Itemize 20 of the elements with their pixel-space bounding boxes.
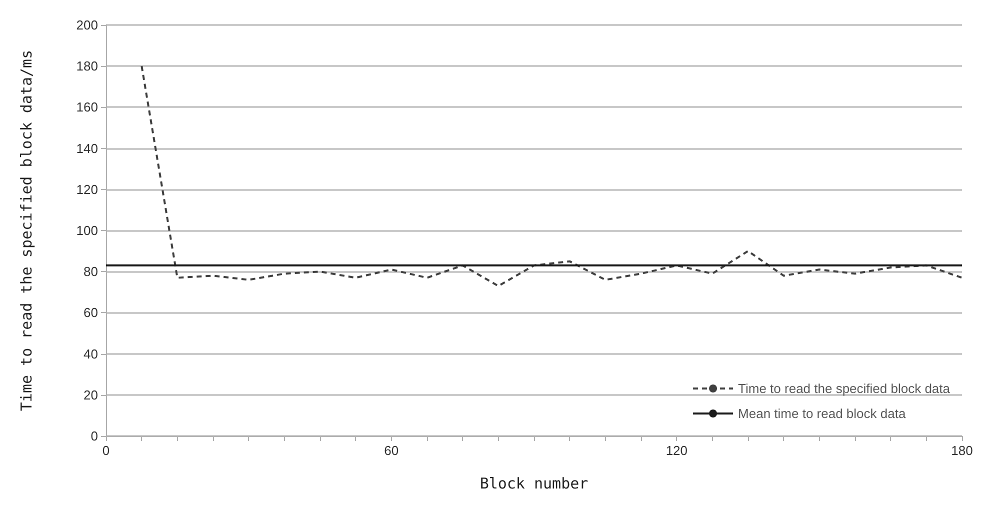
y-tick-label: 80 <box>84 264 98 280</box>
legend-label: Time to read the specified block data <box>738 381 951 396</box>
legend-label: Mean time to read block data <box>738 406 906 421</box>
y-tick-label: 200 <box>76 18 98 32</box>
y-tick-label: 180 <box>76 58 98 74</box>
y-tick-label: 20 <box>84 387 98 402</box>
x-tick-label: 0 <box>102 443 110 458</box>
y-axis-title: Time to read the specified block data/ms <box>18 50 36 412</box>
y-tick-label: 140 <box>76 140 98 156</box>
x-tick-label: 60 <box>384 443 399 458</box>
line-series <box>140 65 963 287</box>
y-tick-label: 40 <box>84 346 98 362</box>
y-tick-label: 120 <box>76 182 98 197</box>
y-tick-label: 160 <box>76 100 98 115</box>
x-axis-title: Block number <box>480 474 588 492</box>
y-tick-label: 60 <box>84 305 98 320</box>
y-tick-label: 0 <box>90 428 98 444</box>
y-tick-label: 100 <box>76 223 98 238</box>
x-tick-label: 120 <box>666 443 688 458</box>
x-tick-label: 180 <box>951 443 973 458</box>
